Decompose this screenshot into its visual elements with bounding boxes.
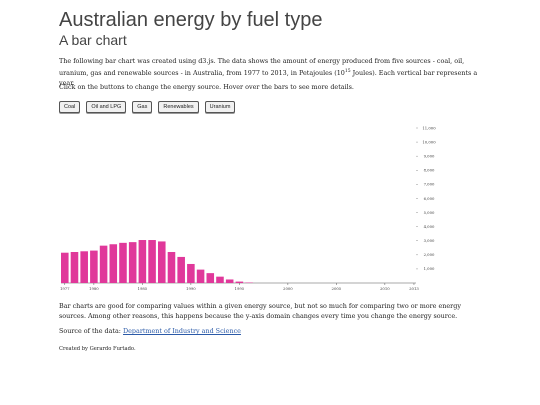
bar-chart: 1977 1980 1985 1990 1995 2000 2005 2010 2013 1,00… [59,120,439,295]
bar-1993[interactable] [216,276,224,283]
instruction-text: Click on the buttons to change the energ… [59,83,354,91]
bar-1984[interactable] [128,242,137,283]
y-tick-label: 9,000 [424,153,435,158]
uranium-button[interactable]: Uranium [204,101,236,113]
energy-source-buttons: Coal Oil and LPG Gas Renewables Uranium [59,101,236,113]
bar-1990[interactable] [187,263,195,283]
bar-chart-svg: 1977 1980 1985 1990 1995 2000 2005 2010 2013 1,00… [60,125,436,291]
intro-exponent: 15 [344,68,351,74]
bar-1989[interactable] [177,256,185,283]
y-tick-label: 6,000 [424,196,435,201]
x-tick-label: 1995 [235,286,245,290]
bar-1979[interactable] [80,251,88,283]
credit-text: Created by Gerardo Furtado. [59,346,136,352]
bar-1977[interactable] [61,252,69,283]
bar-1985[interactable] [138,240,147,283]
gas-button[interactable]: Gas [132,101,153,113]
page: Australian energy by fuel type A bar cha… [59,8,499,352]
outro-paragraph: Bar charts are good for comparing values… [59,302,461,320]
x-tick-label: 2010 [380,286,390,290]
bar-1992[interactable] [206,273,215,283]
x-tick-label: 1977 [60,286,70,290]
y-tick-label: 7,000 [424,182,435,187]
intro-text-a: The following bar chart was created usin… [59,57,465,77]
bar-1994[interactable] [225,279,234,283]
y-tick-label: 2,000 [424,252,435,257]
oil-lpg-button[interactable]: Oil and LPG [86,101,127,113]
x-tick-label: 2000 [283,286,293,290]
y-tick-label: 5,000 [424,210,435,215]
coal-button[interactable]: Coal [59,101,81,113]
bar-1991[interactable] [196,269,205,283]
page-title: Australian energy by fuel type [59,9,323,31]
renewables-button[interactable]: Renewables [158,101,199,113]
y-tick-label: 3,000 [424,238,435,243]
source-label: Source of the data: [59,327,121,335]
bar-1982[interactable] [109,244,118,283]
y-tick-label: 4,000 [424,224,435,229]
source-line: Source of the data: Department of Indust… [59,327,241,337]
bar-1983[interactable] [119,242,127,283]
y-tick-label: 8,000 [424,168,435,173]
bar-1987[interactable] [157,241,166,283]
y-tick-label: 10,000 [422,139,436,144]
y-tick-label: 11,000 [422,125,436,130]
bar-1995[interactable] [235,281,244,283]
page-subtitle: A bar chart [59,32,127,48]
bar-1988[interactable] [167,252,176,283]
x-tick-label: 1985 [138,286,148,290]
x-tick-label: 1980 [89,286,99,290]
source-link[interactable]: Department of Industry and Science [123,327,241,335]
intro-text-b: Joules). Each vertical bar represents a … [59,68,478,87]
bar-1980[interactable] [90,250,98,283]
bar-1981[interactable] [99,245,108,283]
y-tick-label: 1,000 [424,266,435,271]
x-tick-label: 2005 [332,286,342,290]
bar-1978[interactable] [70,252,79,283]
x-tick-label: 2013 [409,286,419,290]
intro-paragraph: The following bar chart was created usin… [59,57,484,89]
x-tick-label: 1990 [186,286,196,290]
bar-1986[interactable] [148,240,156,283]
